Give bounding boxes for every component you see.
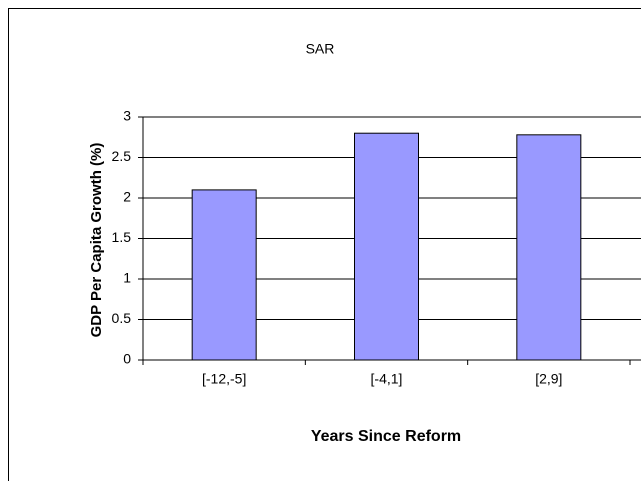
- bar: [191, 189, 257, 361]
- x-tick-label: [2,9]: [535, 371, 562, 387]
- y-tick-label: 1: [123, 270, 131, 286]
- x-tick-label: [-12,-5]: [202, 371, 246, 387]
- x-tick-label: [-4,1]: [371, 371, 403, 387]
- y-tick-label: 0.5: [112, 310, 132, 326]
- y-tick-label: 2: [123, 189, 131, 205]
- bar: [354, 132, 419, 361]
- y-tick-label: 2.5: [112, 148, 132, 164]
- x-axis-title: Years Since Reform: [311, 428, 461, 445]
- y-tick-label: 3: [123, 108, 131, 124]
- y-tick-label: 0: [123, 351, 131, 367]
- chart-title: SAR: [306, 41, 335, 57]
- y-axis-title: GDP Per Capita Growth (%): [88, 143, 105, 338]
- y-tick-label: 1.5: [112, 229, 132, 245]
- bar: [516, 134, 582, 361]
